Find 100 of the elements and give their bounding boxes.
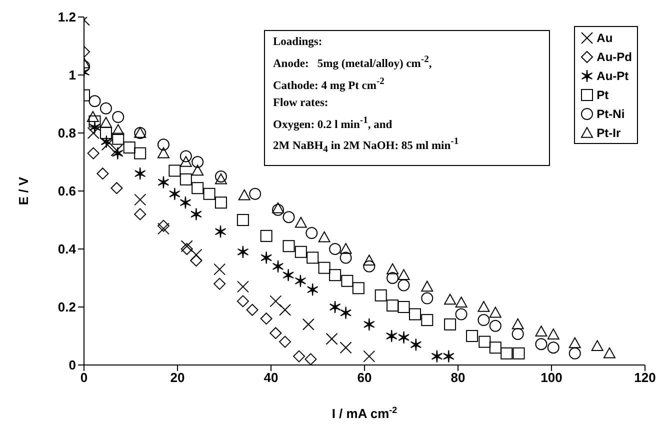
annotation: Oxygen: 0.2 l min$^{-1}$, and xyxy=(273,114,394,132)
point xyxy=(270,295,282,308)
point xyxy=(489,342,502,354)
x-tick-label: 80 xyxy=(450,370,466,386)
point xyxy=(304,353,317,365)
point xyxy=(363,318,375,331)
point xyxy=(100,127,112,139)
point xyxy=(326,332,338,345)
point xyxy=(294,274,306,288)
y-tick-label: 0.8 xyxy=(58,126,76,141)
point xyxy=(134,208,146,220)
point xyxy=(398,269,410,280)
point xyxy=(410,338,422,352)
point xyxy=(282,211,295,224)
point xyxy=(157,220,170,232)
point xyxy=(386,263,399,274)
point xyxy=(398,279,410,292)
y-tick-label: 0 xyxy=(68,358,76,373)
point xyxy=(214,225,226,238)
point xyxy=(157,147,170,158)
point xyxy=(444,318,456,330)
point xyxy=(568,337,581,348)
point xyxy=(214,278,226,290)
point xyxy=(86,111,99,122)
point xyxy=(192,164,204,176)
y-tick-label: 1.2 xyxy=(58,10,76,25)
point xyxy=(431,350,443,363)
y-tick-label: 0.6 xyxy=(58,184,76,199)
x-tick-label: 120 xyxy=(634,370,656,386)
point xyxy=(329,269,342,282)
point xyxy=(100,116,112,128)
point xyxy=(455,296,468,308)
point xyxy=(157,222,170,235)
point xyxy=(318,231,330,242)
y-tick-label: 1 xyxy=(68,68,76,83)
x-tick-label: 20 xyxy=(170,370,185,386)
point xyxy=(168,164,181,177)
annotation: Cathode: 4 mg Pt cm$^{-2}$ xyxy=(273,74,386,94)
point xyxy=(500,347,513,360)
point xyxy=(535,338,548,350)
legend-label: Au-Pt xyxy=(596,68,629,82)
point xyxy=(190,208,202,221)
point xyxy=(123,142,136,154)
point xyxy=(294,216,307,228)
point xyxy=(270,327,282,340)
point xyxy=(352,282,364,294)
point xyxy=(214,173,227,184)
point xyxy=(260,230,272,242)
annotation: 2M NaBH$_{4}$ in 2M NaOH: 85 ml min$^{-1}$ xyxy=(273,135,460,158)
point xyxy=(246,304,258,316)
point xyxy=(398,330,410,344)
point xyxy=(512,347,525,360)
point xyxy=(96,168,109,180)
point xyxy=(306,227,318,240)
legend-label: Pt xyxy=(596,88,609,102)
point xyxy=(329,300,341,314)
point xyxy=(603,347,616,358)
point xyxy=(180,156,192,167)
point xyxy=(158,176,170,189)
point xyxy=(279,336,292,348)
point xyxy=(88,95,101,108)
point xyxy=(157,138,170,151)
y-axis-title: E / V xyxy=(16,176,31,206)
point xyxy=(455,308,468,320)
x-tick-label: 60 xyxy=(357,370,372,386)
point xyxy=(478,314,490,326)
point xyxy=(340,306,352,320)
point xyxy=(180,173,192,186)
point xyxy=(260,312,272,325)
point xyxy=(478,336,491,348)
point xyxy=(282,268,294,282)
point xyxy=(329,243,342,255)
point xyxy=(169,187,180,200)
point xyxy=(238,189,250,200)
point xyxy=(214,196,227,209)
point xyxy=(134,167,146,180)
point xyxy=(547,328,560,340)
point xyxy=(306,283,318,296)
point xyxy=(340,252,352,264)
legend-label: Au xyxy=(596,30,613,44)
point xyxy=(421,280,434,292)
point xyxy=(87,127,100,139)
point xyxy=(214,263,226,276)
point xyxy=(398,301,410,313)
point xyxy=(512,328,524,340)
point xyxy=(282,240,295,252)
point xyxy=(112,124,124,135)
point xyxy=(192,182,204,194)
point xyxy=(421,314,434,326)
point xyxy=(466,330,478,342)
point xyxy=(180,150,192,162)
point xyxy=(236,280,249,293)
point xyxy=(386,272,399,284)
point xyxy=(112,111,124,124)
point xyxy=(134,147,146,160)
point xyxy=(272,260,284,273)
point xyxy=(272,204,284,216)
y-tick-label: 0.2 xyxy=(58,300,76,315)
point xyxy=(89,120,100,134)
point xyxy=(341,274,354,287)
